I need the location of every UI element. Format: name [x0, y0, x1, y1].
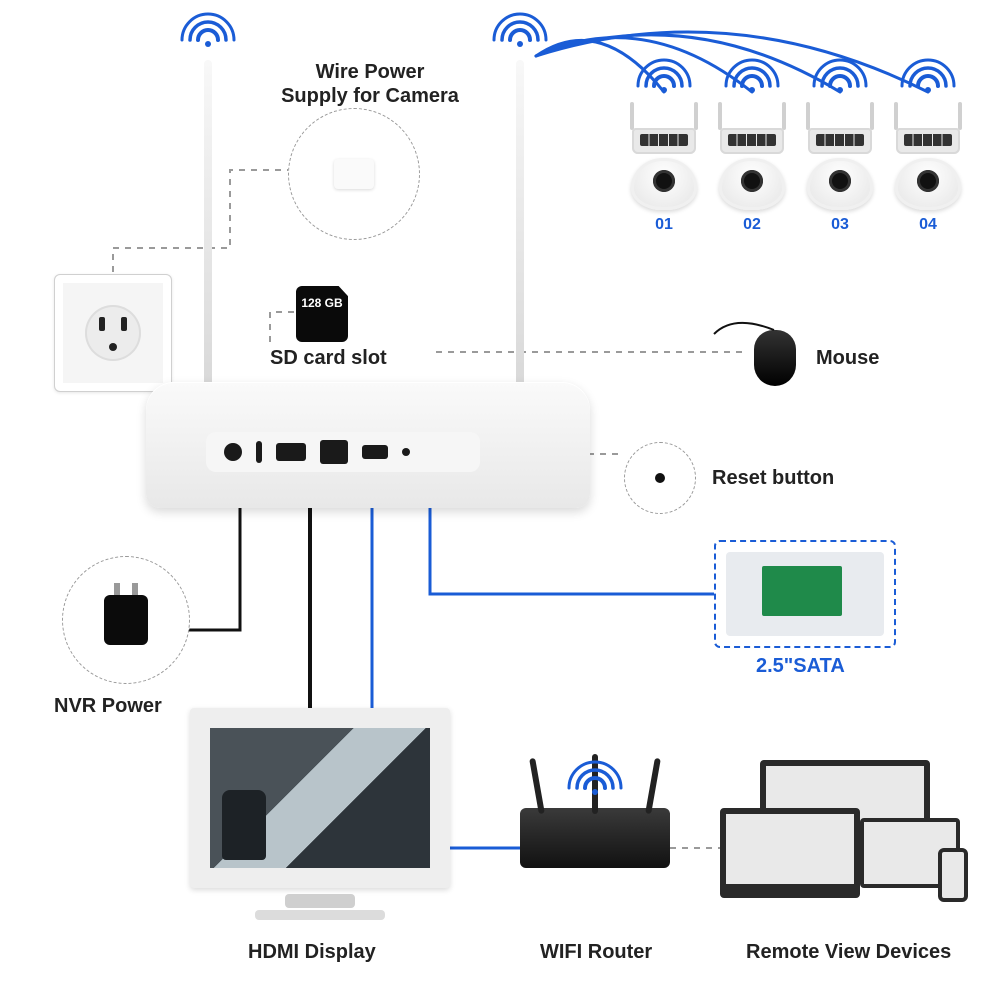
wifi-curves-layer: [0, 0, 1000, 1000]
